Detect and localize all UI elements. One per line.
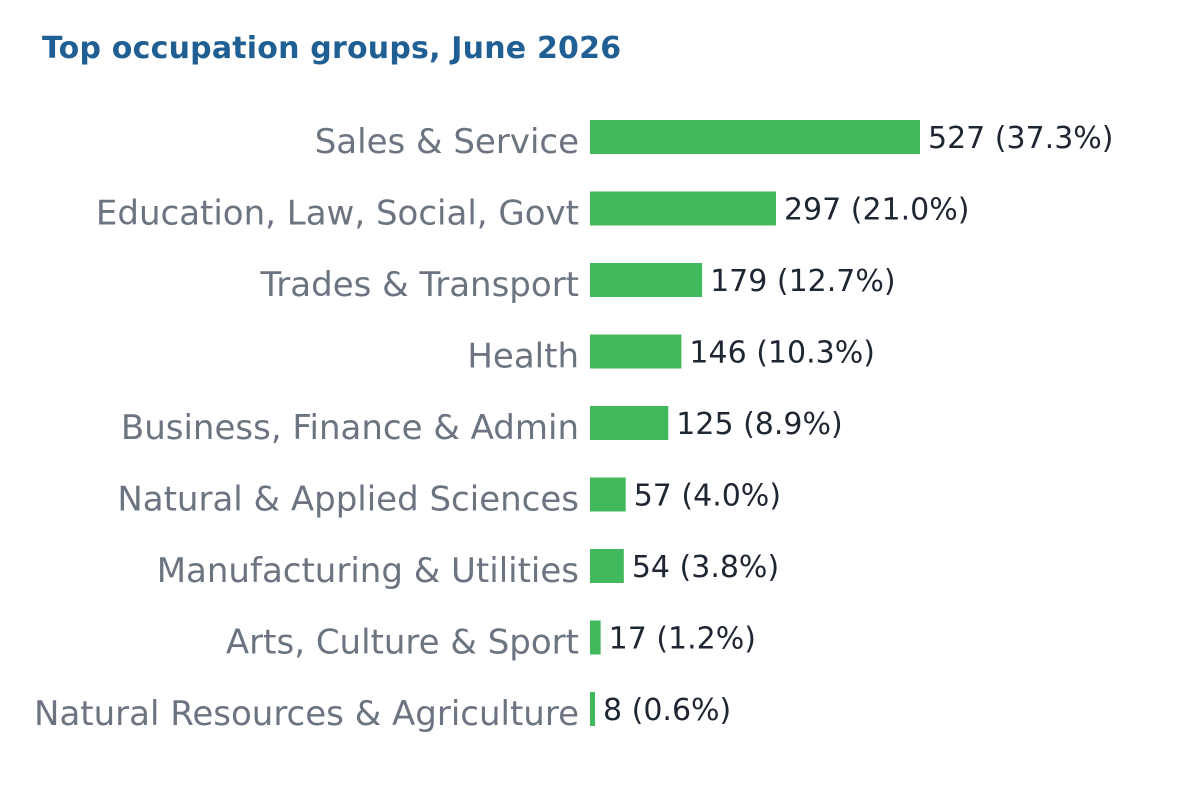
bar xyxy=(590,620,601,655)
category-label: Natural & Applied Sciences xyxy=(117,480,579,520)
category-label: Education, Law, Social, Govt xyxy=(96,194,579,234)
data-label: 54 (3.8%) xyxy=(632,550,779,585)
data-label: 297 (21.0%) xyxy=(784,193,970,228)
data-label: 8 (0.6%) xyxy=(603,693,731,728)
data-label: 17 (1.2%) xyxy=(609,622,756,657)
data-label: 146 (10.3%) xyxy=(689,336,875,371)
bar xyxy=(590,549,624,583)
data-label: 57 (4.0%) xyxy=(634,479,781,514)
category-label: Arts, Culture & Sport xyxy=(226,623,579,663)
bar xyxy=(590,477,626,512)
bar xyxy=(590,406,669,440)
data-label: 527 (37.3%) xyxy=(928,121,1114,156)
category-label: Trades & Transport xyxy=(260,265,579,305)
category-label: Natural Resources & Agriculture xyxy=(34,694,579,734)
bar xyxy=(590,120,920,154)
category-label: Business, Finance & Admin xyxy=(121,408,579,448)
bar xyxy=(590,191,776,226)
chart-title: Top occupation groups, June 2026 xyxy=(42,31,622,66)
category-label: Health xyxy=(467,337,579,377)
bar xyxy=(590,263,703,297)
data-label: 179 (12.7%) xyxy=(710,264,896,299)
bar xyxy=(590,334,682,369)
bar xyxy=(590,692,596,726)
category-label: Sales & Service xyxy=(315,122,579,162)
data-label: 125 (8.9%) xyxy=(676,407,842,442)
category-label: Manufacturing & Utilities xyxy=(157,551,579,591)
